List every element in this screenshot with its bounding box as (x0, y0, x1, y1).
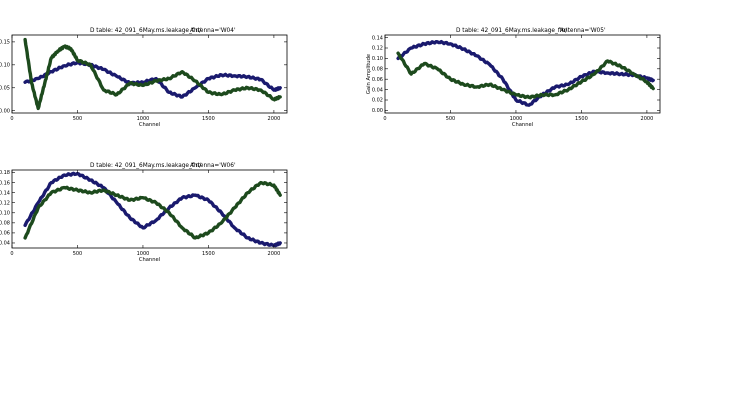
x-tick-label-2-2: 1000 (510, 116, 523, 122)
y-tick-label-3-6: 0.16 (0, 180, 10, 186)
y-tick-label-2-7: 0.14 (372, 35, 383, 41)
antenna-label-3: Antenna='W06' (190, 163, 236, 169)
y-tick-label-3-3: 0.10 (0, 210, 10, 216)
x-tick-label-2-1: 500 (446, 116, 456, 122)
y-tick-label-1-0: 0.00 (0, 108, 10, 114)
y-tick-label-1-2: 0.10 (0, 63, 10, 69)
y-axis-label-2: Gain Amplitude (366, 54, 372, 94)
y-tick-label-2-2: 0.04 (372, 87, 383, 93)
x-axis-label-2: Channel (512, 122, 533, 128)
series-line-2-1 (396, 39, 655, 107)
x-tick-label-2-3: 1500 (575, 116, 588, 122)
subplot-3: D table: 42_091_6May.ms.leakage_fin/Ante… (0, 163, 288, 263)
series-line-1-1 (23, 60, 282, 99)
y-tick-label-2-4: 0.08 (372, 67, 383, 73)
x-tick-label-2-0: 0 (383, 116, 386, 122)
axes-frame-1 (11, 34, 288, 114)
x-tick-label-3-2: 1000 (137, 251, 150, 257)
x-tick-label-1-1: 500 (73, 116, 83, 122)
y-tick-label-3-5: 0.14 (0, 190, 10, 196)
x-tick-label-1-0: 0 (10, 116, 13, 122)
y-tick-label-1-1: 0.05 (0, 85, 10, 91)
series-line-1-2 (23, 37, 282, 111)
y-tick-label-2-5: 0.10 (372, 56, 383, 62)
x-tick-label-1-4: 2000 (268, 116, 281, 122)
y-tick-label-3-2: 0.08 (0, 221, 10, 227)
y-tick-label-2-1: 0.02 (372, 98, 383, 104)
antenna-label-1: Antenna='W04' (190, 28, 236, 34)
x-tick-label-3-4: 2000 (268, 251, 281, 257)
plot-title-2: D table: 42_091_6May.ms.leakage_fin/ (456, 28, 567, 34)
series-line-2-2 (396, 51, 655, 100)
subplot-2: D table: 42_091_6May.ms.leakage_fin/Ante… (366, 28, 661, 128)
y-tick-label-2-6: 0.12 (372, 46, 383, 52)
y-tick-label-3-0: 0.04 (0, 241, 10, 247)
y-tick-label-3-4: 0.12 (0, 200, 10, 206)
y-tick-label-3-1: 0.06 (0, 231, 10, 237)
x-axis-label-1: Channel (139, 122, 160, 128)
subplot-1: D table: 42_091_6May.ms.leakage_fin/Ante… (0, 28, 288, 128)
series-line-3-1 (23, 171, 282, 248)
x-tick-label-2-4: 2000 (641, 116, 654, 122)
y-tick-label-2-3: 0.06 (372, 77, 383, 83)
y-tick-label-2-0: 0.00 (372, 108, 383, 114)
plot-title-1: D table: 42_091_6May.ms.leakage_fin/ (90, 28, 201, 34)
x-tick-label-3-0: 0 (10, 251, 13, 257)
antenna-label-2: Antenna='W05' (560, 28, 606, 34)
x-tick-label-3-3: 1500 (202, 251, 215, 257)
plot-title-3: D table: 42_091_6May.ms.leakage_fin/ (90, 163, 201, 169)
x-tick-label-1-2: 1000 (137, 116, 150, 122)
y-tick-label-1-3: 0.15 (0, 40, 10, 46)
x-tick-label-3-1: 500 (73, 251, 83, 257)
series-line-3-2 (23, 180, 282, 240)
y-tick-label-3-7: 0.18 (0, 170, 10, 176)
x-tick-label-1-3: 1500 (202, 116, 215, 122)
x-axis-label-3: Channel (139, 257, 160, 263)
